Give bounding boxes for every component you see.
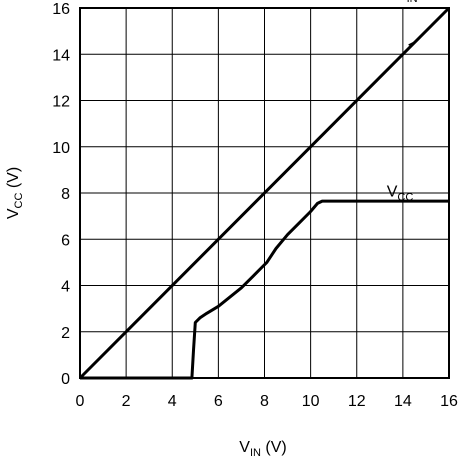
y-tick-labels: 0 2 4 6 8 10 12 14 16 [52, 1, 70, 388]
y-tick-label: 2 [61, 325, 70, 342]
x-tick-label: 14 [394, 393, 412, 410]
x-tick-label: 16 [440, 393, 458, 410]
y-tick-label: 16 [52, 1, 70, 18]
series-line-vcc [80, 199, 449, 380]
y-tick-label: 14 [52, 47, 70, 64]
x-tick-label: 10 [302, 393, 320, 410]
series-lines [78, 6, 451, 380]
series-label-leader [408, 40, 416, 46]
y-tick-label: 8 [61, 186, 70, 203]
y-tick-label: 4 [61, 279, 70, 296]
x-tick-label: 6 [214, 393, 223, 410]
y-tick-label: 6 [61, 232, 70, 249]
plot-frame [79, 7, 450, 379]
y-axis-title: VCC (V) [5, 167, 25, 219]
x-tick-label: 2 [122, 393, 131, 410]
x-tick-label: 0 [76, 393, 85, 410]
series-line-vin [78, 6, 451, 380]
series-label-vcc: VCC [387, 184, 414, 204]
y-tick-label: 10 [52, 140, 70, 157]
x-axis-title: VIN (V) [239, 439, 286, 459]
x-tick-labels: 0 2 4 6 8 10 12 14 16 [76, 393, 458, 410]
y-tick-label: 0 [61, 371, 70, 388]
series-labels: VIN VCC [387, 0, 418, 204]
x-tick-label: 12 [348, 393, 366, 410]
y-tick-label: 12 [52, 94, 70, 111]
x-tick-label: 4 [168, 393, 177, 410]
series-label-vin: VIN [396, 0, 418, 5]
x-tick-label: 8 [260, 393, 269, 410]
